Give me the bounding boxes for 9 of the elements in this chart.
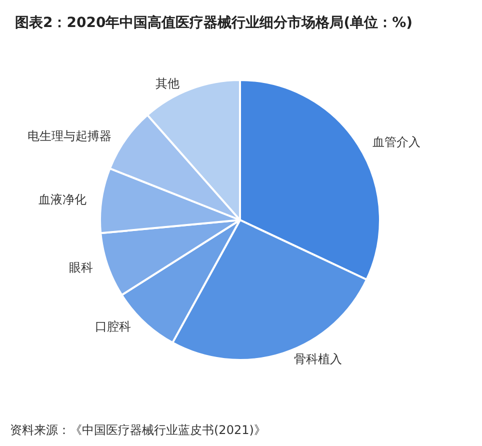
slice-label: 骨科植入 [294, 352, 342, 366]
slice-label: 口腔科 [95, 319, 132, 334]
slice-label: 血管介入 [372, 134, 420, 149]
slice-label: 其他 [155, 76, 180, 90]
slice-label: 电生理与起搏器 [28, 129, 112, 144]
text: 资料来源：《中国医疗器械行业蓝皮书(2021)》 [10, 423, 266, 437]
slice-label: 眼科 [68, 260, 93, 274]
slice-label: 血液净化 [38, 192, 86, 206]
chart-title: 图表2：2020年中国高值医疗器械行业细分市场格局(单位：%) [15, 14, 413, 31]
